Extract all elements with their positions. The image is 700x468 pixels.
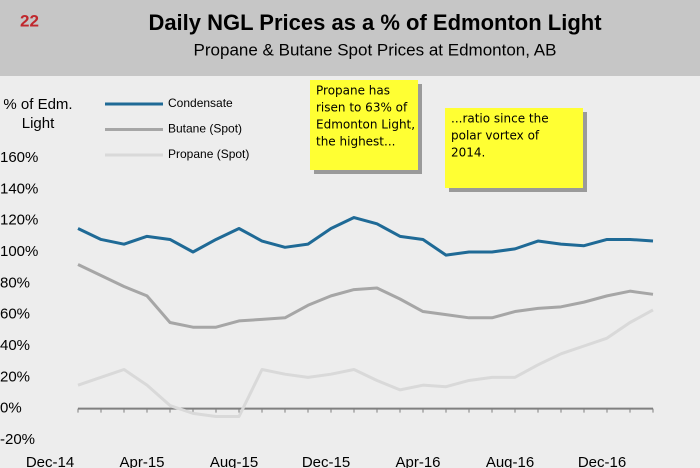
legend-label: Condensate <box>168 96 233 110</box>
annotation-text: Propane has <box>316 84 390 98</box>
y-tick-label: 0% <box>0 400 22 417</box>
y-axis-label: Light <box>22 115 55 132</box>
line-series <box>77 216 654 257</box>
annotation-text: polar vortex of <box>451 129 540 143</box>
annotation-text: risen to 63% of <box>316 101 408 115</box>
page-number: 22 <box>20 11 39 30</box>
legend-label: Propane (Spot) <box>168 147 249 161</box>
line-series <box>77 308 654 418</box>
y-tick-label: 160% <box>0 149 38 166</box>
annotation-text: ...ratio since the <box>451 112 549 126</box>
x-tick-label: Apr-15 <box>119 454 164 468</box>
y-tick-label: 20% <box>0 368 30 385</box>
x-tick-label: Aug-16 <box>486 454 534 468</box>
line-series <box>77 263 654 329</box>
x-tick-label: Dec-16 <box>578 454 626 468</box>
legend-label: Butane (Spot) <box>168 122 242 136</box>
chart-subtitle: Propane & Butane Spot Prices at Edmonton… <box>194 40 557 59</box>
x-tick-label: Dec-14 <box>26 454 74 468</box>
chart-title: Daily NGL Prices as a % of Edmonton Ligh… <box>148 10 602 35</box>
annotation-box <box>445 108 583 188</box>
header <box>0 0 700 76</box>
annotation-box <box>310 80 418 170</box>
y-tick-label: 140% <box>0 180 38 197</box>
y-tick-label: 100% <box>0 243 38 260</box>
y-tick-label: 60% <box>0 306 30 323</box>
x-tick-label: Dec-15 <box>302 454 350 468</box>
y-tick-label: 40% <box>0 337 30 354</box>
y-tick-label: 80% <box>0 274 30 291</box>
x-tick-label: Apr-16 <box>395 454 440 468</box>
annotation-text: the highest... <box>316 135 395 149</box>
annotation-text: Edmonton Light, <box>316 118 415 132</box>
y-tick-label: -20% <box>0 431 35 448</box>
y-tick-label: 120% <box>0 212 38 229</box>
x-tick-label: Aug-15 <box>210 454 258 468</box>
annotation-text: 2014. <box>451 146 485 160</box>
y-axis-label: % of Edm. <box>3 96 72 113</box>
